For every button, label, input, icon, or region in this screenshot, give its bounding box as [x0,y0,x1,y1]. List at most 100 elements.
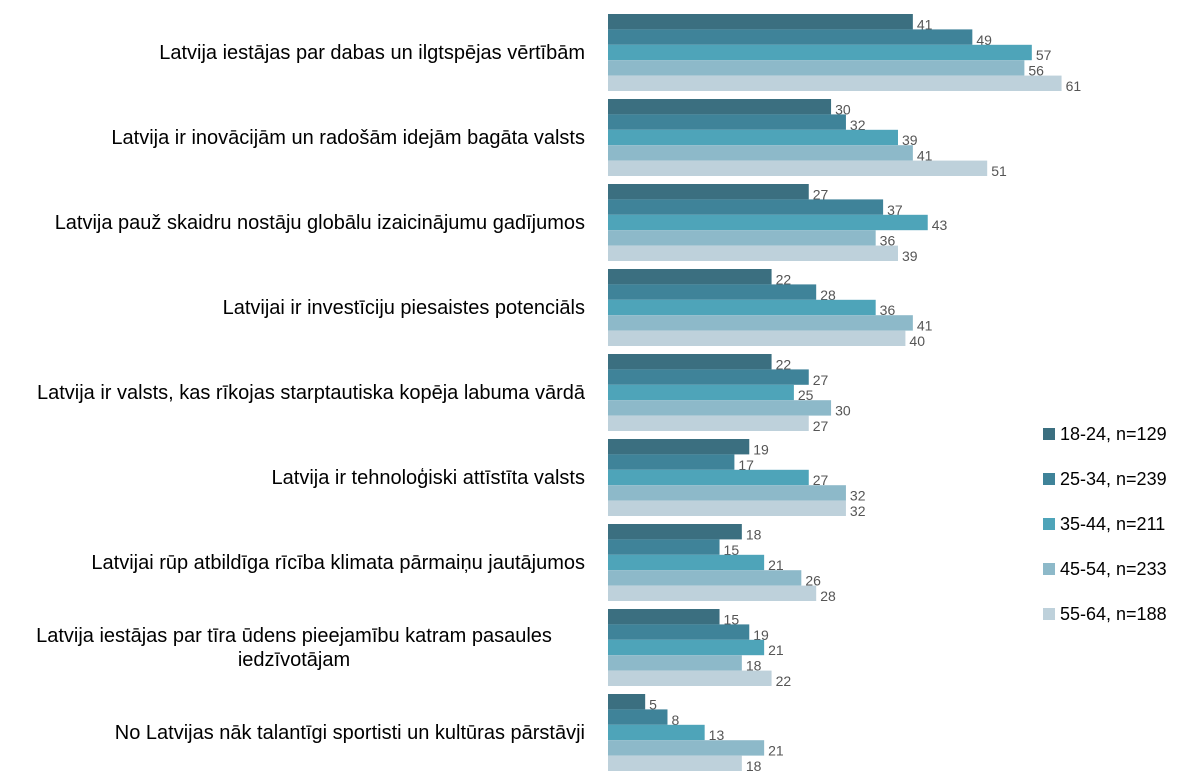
bar [608,99,832,115]
bar [608,129,898,146]
bar [608,230,876,246]
bar [608,500,846,516]
bar [608,199,884,215]
category-label-box: Latvija ir valsts, kas rīkojas starptaut… [0,354,585,431]
legend-swatch [1043,518,1055,530]
bar [608,299,876,316]
value-label: 41 [917,318,933,334]
value-label: 41 [917,16,933,32]
bar [608,755,742,771]
value-label: 8 [671,712,679,728]
category-label: Latvija ir inovācijām un radošām idejām … [111,126,585,149]
value-label: 28 [820,588,836,604]
value-label: 40 [909,333,925,349]
value-label: 39 [902,132,918,148]
value-label: 30 [835,101,851,117]
legend-swatch [1043,563,1055,575]
category-label-box: Latvijai ir investīciju piesaistes poten… [0,269,585,346]
bar [608,655,742,671]
category-label: Latvija ir valsts, kas rīkojas starptaut… [36,381,585,404]
category-label-box: Latvija iestājas par dabas un ilgtspējas… [0,14,585,91]
category-label: Latvijai ir investīciju piesaistes poten… [222,296,585,319]
value-label: 49 [976,32,992,48]
bar [608,454,735,470]
bar [608,439,750,455]
category-label: Latvija ir tehnoloģiski attīstīta valsts [271,466,585,489]
value-label: 28 [820,287,836,303]
category-label: Latvija iestājas par tīra ūdens pieejamī… [36,624,552,671]
value-label: 22 [776,356,792,372]
bar [608,245,898,261]
category-label: Latvija iestājas par dabas un ilgtspējas… [159,41,585,64]
category-label-box: Latvija ir inovācijām un radošām idejām … [0,99,585,176]
bar [608,29,973,45]
bar [608,570,802,586]
bar [608,400,832,416]
bar [608,75,1062,91]
bar [608,539,720,555]
value-label: 15 [724,542,740,558]
bar [608,114,846,130]
value-label: 18 [746,526,762,542]
legend-label: 35-44, n=211 [1060,514,1165,534]
bar [608,160,988,176]
value-label: 22 [776,271,792,287]
value-label: 21 [768,557,784,573]
bar [608,485,846,501]
category-label-box: Latvijai rūp atbildīga rīcība klimata pā… [0,524,585,601]
legend-swatch [1043,473,1055,485]
value-label: 37 [887,202,903,218]
category-label: Latvijai rūp atbildīga rīcība klimata pā… [91,551,585,574]
value-label: 57 [1036,47,1052,63]
bar [608,145,913,161]
bar [608,624,750,640]
bar [608,670,772,686]
value-label: 61 [1066,78,1082,94]
bar [608,554,765,571]
value-label: 19 [753,627,769,643]
value-label: 26 [805,573,821,589]
value-label: 25 [798,387,814,403]
bar [608,60,1025,76]
bar [608,44,1032,61]
legend-label: 18-24, n=129 [1060,424,1167,444]
category-label-box: No Latvijas nāk talantīgi sportisti un k… [0,694,585,771]
legend-label: 55-64, n=188 [1060,604,1167,624]
legend-swatch [1043,608,1055,620]
bar [608,724,705,741]
bar [608,740,765,756]
bar [608,214,928,231]
value-label: 39 [902,248,918,264]
bar [608,315,913,331]
bar [608,694,646,710]
value-label: 27 [813,418,829,434]
legend-swatch [1043,428,1055,440]
value-label: 41 [917,148,933,164]
bar [608,609,720,625]
value-label: 5 [649,696,657,712]
value-label: 36 [880,233,896,249]
bar [608,14,913,30]
value-label: 27 [813,186,829,202]
value-label: 18 [746,658,762,674]
value-label: 36 [880,302,896,318]
bar [608,354,772,370]
bar [608,269,772,285]
value-label: 27 [813,372,829,388]
value-label: 56 [1028,63,1044,79]
value-label: 32 [850,488,866,504]
bar [608,384,794,401]
value-label: 27 [813,472,829,488]
bar [608,330,906,346]
value-label: 18 [746,758,762,771]
value-label: 32 [850,503,866,519]
category-label-box: Latvija ir tehnoloģiski attīstīta valsts [0,439,585,516]
category-label-box: Latvija iestājas par tīra ūdens pieejamī… [0,609,585,686]
value-label: 22 [776,673,792,689]
bar [608,524,742,540]
bar [608,415,809,431]
value-label: 21 [768,743,784,759]
bar [608,585,817,601]
